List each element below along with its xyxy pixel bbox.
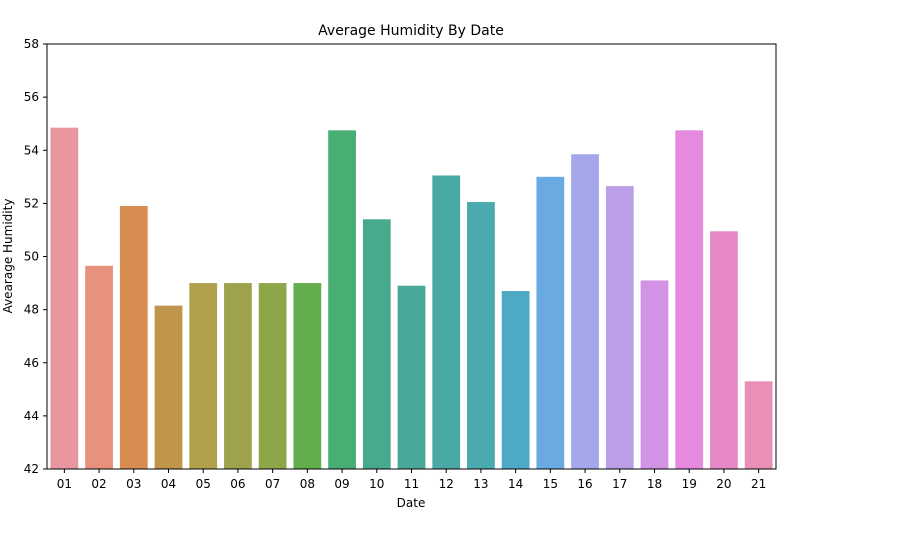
y-tick-label: 52 [24, 196, 39, 210]
x-tick-label: 16 [577, 477, 592, 491]
plot-frame [46, 43, 777, 470]
bar-10 [362, 219, 391, 469]
x-tick-label: 03 [126, 477, 141, 491]
bar-05 [189, 283, 218, 469]
y-tick-label: 48 [24, 303, 39, 317]
x-tick-label: 21 [751, 477, 766, 491]
y-tick-label: 54 [24, 143, 39, 157]
x-tick-label: 15 [543, 477, 558, 491]
x-tick-label: 05 [196, 477, 211, 491]
bar-17 [605, 186, 634, 470]
x-tick-label: 12 [439, 477, 454, 491]
bar-20 [710, 231, 738, 469]
x-tick-label: 11 [404, 477, 419, 491]
bar-03 [119, 206, 148, 469]
bar-04 [154, 305, 183, 469]
x-tick-label: 14 [508, 477, 523, 491]
x-tick-label: 04 [161, 477, 176, 491]
bar-09 [328, 130, 356, 469]
y-axis-ticks: 42 44 46 48 50 52 54 56 58 [24, 37, 47, 476]
x-tick-label: 18 [647, 477, 662, 491]
bar-13 [467, 202, 495, 470]
x-tick-label: 10 [369, 477, 384, 491]
bar-02 [85, 265, 113, 469]
chart-title: Average Humidity By Date [318, 23, 504, 39]
bar-14 [501, 291, 530, 469]
y-tick-label: 42 [24, 462, 39, 476]
bar-06 [224, 283, 252, 469]
x-tick-label: 13 [473, 477, 488, 491]
bars [50, 127, 773, 470]
bar-21 [744, 381, 773, 469]
x-tick-label: 19 [682, 477, 697, 491]
x-axis-label: Date [397, 496, 426, 510]
y-tick-label: 50 [24, 250, 39, 264]
y-tick-label: 58 [24, 37, 39, 51]
bar-16 [571, 154, 599, 470]
y-tick-label: 46 [24, 356, 39, 370]
y-tick-label: 56 [24, 90, 39, 104]
x-axis-ticks: 01 02 03 04 05 06 07 08 09 10 11 12 13 14 15 16 17 18 19 20… [57, 469, 766, 491]
x-tick-label: 09 [334, 477, 349, 491]
bar-11 [397, 285, 426, 469]
bar-19 [675, 130, 704, 469]
x-tick-label: 07 [265, 477, 280, 491]
x-tick-label: 01 [57, 477, 72, 491]
bar-07 [258, 283, 287, 469]
y-axis-label: Avearage Humidity [1, 199, 15, 314]
x-tick-label: 20 [716, 477, 731, 491]
y-tick-label: 44 [24, 409, 39, 423]
bar-01 [50, 127, 79, 470]
bar-12 [432, 175, 461, 470]
x-tick-label: 02 [91, 477, 106, 491]
x-tick-label: 17 [612, 477, 627, 491]
x-tick-label: 06 [230, 477, 245, 491]
bar-18 [640, 280, 669, 469]
bar-15 [536, 176, 565, 469]
bar-08 [293, 283, 322, 469]
x-tick-label: 08 [300, 477, 315, 491]
